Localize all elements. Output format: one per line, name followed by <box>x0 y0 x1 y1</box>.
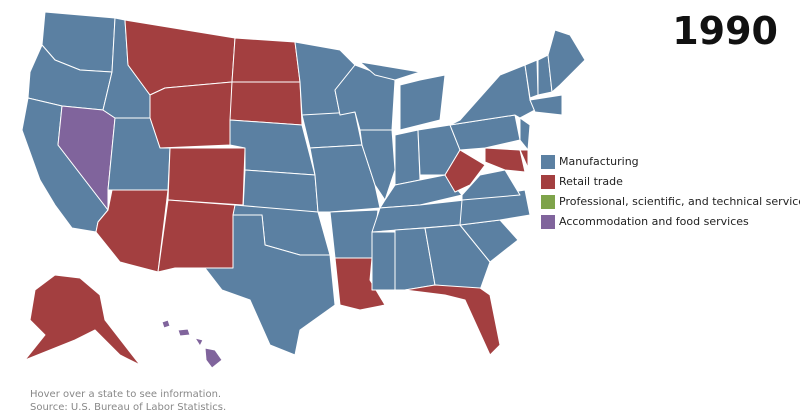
state[interactable] <box>359 61 421 81</box>
source-note: Source: U.S. Bureau of Labor Statistics. <box>30 402 226 413</box>
state[interactable] <box>231 37 301 83</box>
legend-label: Accommodation and food services <box>559 215 749 228</box>
hover-note: Hover over a state to see information. <box>30 389 221 400</box>
legend-label: Professional, scientific, and technical … <box>559 195 800 208</box>
legend-label: Retail trade <box>559 175 623 188</box>
state[interactable] <box>547 29 586 93</box>
legend-swatch <box>541 195 555 209</box>
state[interactable] <box>204 347 223 369</box>
state[interactable] <box>167 147 246 206</box>
state[interactable] <box>24 274 141 366</box>
state[interactable] <box>399 74 446 131</box>
legend-swatch <box>541 155 555 169</box>
states <box>21 11 586 369</box>
state[interactable] <box>301 111 363 149</box>
legend-swatch <box>541 175 555 189</box>
state[interactable] <box>529 94 563 116</box>
state[interactable] <box>95 189 169 273</box>
state[interactable] <box>329 209 379 261</box>
state[interactable] <box>177 328 191 337</box>
state[interactable] <box>371 231 396 291</box>
state[interactable] <box>204 214 336 356</box>
state[interactable] <box>157 199 236 273</box>
state[interactable] <box>194 337 204 347</box>
state[interactable] <box>424 224 491 291</box>
state[interactable] <box>444 149 486 193</box>
legend-label: Manufacturing <box>559 155 639 168</box>
state[interactable] <box>404 284 501 356</box>
state[interactable] <box>242 169 319 213</box>
state[interactable] <box>449 64 536 126</box>
state[interactable] <box>161 319 171 329</box>
state[interactable] <box>461 169 521 201</box>
state[interactable] <box>229 81 303 126</box>
year-title: 1990 <box>672 9 778 53</box>
state[interactable] <box>149 81 233 149</box>
state[interactable] <box>394 129 421 186</box>
legend-swatch <box>541 215 555 229</box>
state[interactable] <box>519 117 531 151</box>
state[interactable] <box>519 149 529 169</box>
state[interactable] <box>484 147 526 173</box>
